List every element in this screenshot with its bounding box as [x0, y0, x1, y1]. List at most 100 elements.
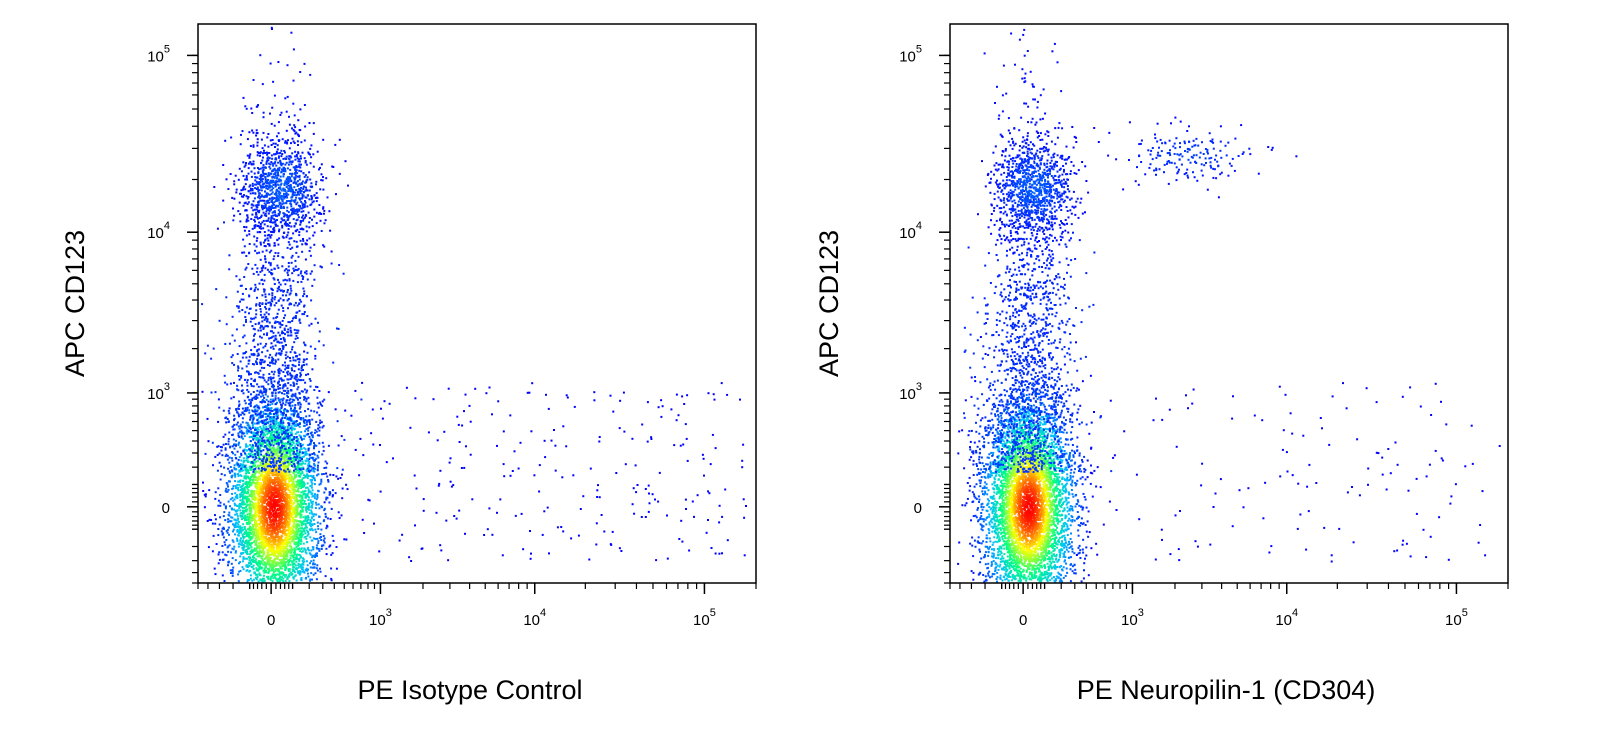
event-dot — [290, 547, 293, 549]
event-dot — [271, 491, 274, 494]
event-dot — [290, 551, 292, 554]
event-dot — [319, 403, 322, 406]
event-dot — [251, 424, 254, 426]
event-dot — [282, 580, 285, 583]
event-dot — [313, 462, 316, 465]
event-dot — [296, 511, 299, 514]
event-dot — [248, 494, 251, 497]
event-dot — [249, 543, 252, 546]
event-dot — [278, 384, 281, 386]
event-dot — [298, 448, 301, 451]
event-dot — [259, 533, 262, 536]
event-dot — [260, 427, 263, 430]
event-dot — [281, 565, 284, 567]
event-dot — [272, 482, 274, 485]
event-dot — [278, 521, 281, 524]
event-dot — [314, 493, 316, 496]
event-dot — [221, 533, 224, 536]
event-dot — [303, 476, 306, 479]
event-dot — [295, 437, 298, 440]
event-dot — [285, 401, 288, 404]
event-dot — [312, 458, 315, 461]
event-dot — [285, 418, 288, 421]
event-dot — [271, 492, 274, 495]
event-dot — [264, 547, 267, 549]
event-dot — [284, 552, 287, 555]
event-dot — [266, 463, 269, 466]
event-dot — [256, 568, 259, 571]
event-dot — [283, 393, 286, 396]
event-dot — [249, 569, 252, 572]
event-dot — [264, 519, 267, 522]
event-dot — [269, 437, 272, 440]
event-dot — [284, 532, 286, 535]
event-dot — [241, 484, 244, 487]
event-dot — [249, 532, 252, 535]
event-dot — [245, 475, 248, 478]
event-dot — [298, 463, 301, 466]
event-dot — [288, 551, 291, 554]
event-dot — [292, 448, 295, 451]
event-dot — [239, 479, 242, 482]
event-dot — [252, 431, 255, 434]
event-dot — [257, 489, 260, 492]
event-dot — [245, 464, 247, 467]
event-dot — [221, 446, 223, 449]
event-dot — [307, 516, 310, 519]
event-dot — [204, 352, 207, 355]
event-dot — [256, 449, 259, 452]
event-dot — [324, 515, 327, 518]
event-dot — [268, 483, 271, 486]
event-dot — [267, 554, 270, 557]
event-dot — [322, 445, 325, 448]
event-dot — [284, 561, 286, 564]
event-dot — [243, 531, 246, 534]
event-dot — [274, 577, 277, 580]
event-dot — [258, 547, 261, 550]
event-dot — [249, 448, 252, 450]
event-dot — [275, 429, 278, 432]
event-dot — [298, 453, 301, 456]
event-dot — [285, 466, 288, 469]
event-dot — [270, 532, 273, 534]
event-dot — [311, 418, 314, 421]
event-dot — [272, 562, 275, 564]
event-dot — [312, 562, 315, 565]
event-dot — [252, 414, 255, 417]
event-dot — [297, 562, 300, 565]
event-dot — [265, 517, 268, 520]
event-dot — [298, 470, 301, 473]
event-dot — [279, 560, 282, 563]
event-dot — [283, 483, 286, 486]
event-dot — [328, 545, 331, 548]
event-dot — [262, 424, 265, 427]
event-dot — [254, 479, 257, 481]
event-dot — [322, 520, 325, 523]
event-dot — [308, 414, 311, 417]
event-dot — [292, 510, 295, 513]
event-dot — [272, 386, 275, 389]
event-dot — [262, 429, 265, 432]
event-dot — [259, 461, 262, 464]
event-dot — [290, 512, 293, 514]
event-dot — [251, 518, 254, 521]
event-dot — [247, 523, 250, 525]
event-dot — [279, 463, 281, 465]
event-dot — [290, 549, 293, 552]
event-dot — [287, 505, 290, 508]
event-dot — [266, 443, 269, 446]
event-dot — [262, 511, 265, 514]
event-dot — [254, 485, 257, 488]
event-dot — [283, 497, 286, 500]
event-dot — [228, 412, 231, 415]
event-dot — [203, 506, 206, 509]
event-dot — [231, 569, 234, 571]
event-dot — [279, 547, 281, 550]
event-dot — [294, 512, 297, 515]
event-dot — [264, 514, 267, 517]
event-dot — [242, 535, 244, 538]
event-dot — [269, 547, 272, 549]
event-dot — [286, 429, 289, 432]
event-dot — [276, 447, 279, 450]
event-dot — [261, 557, 264, 560]
